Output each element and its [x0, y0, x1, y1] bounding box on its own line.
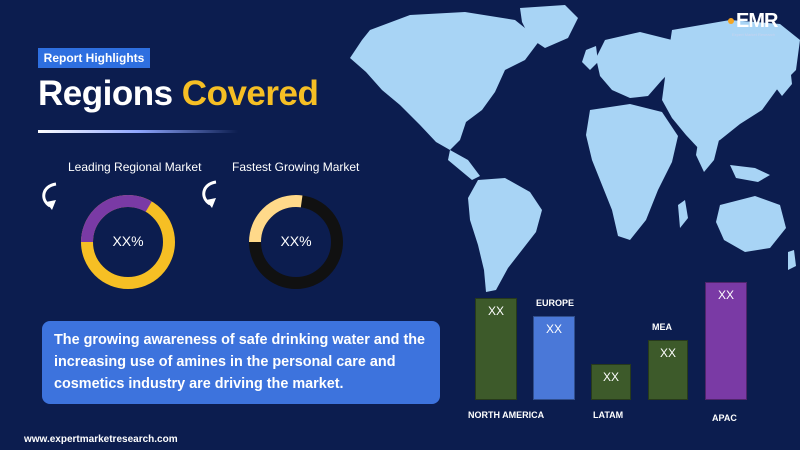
region-label-apac: APAC — [712, 413, 737, 423]
bar-europe: XX — [533, 316, 575, 400]
page-title: Regions Covered — [38, 74, 319, 114]
bar-mea: XX — [648, 340, 688, 400]
world-map — [350, 5, 800, 292]
leading-market-donut — [81, 195, 175, 289]
leading-market-label: Leading Regional Market — [68, 160, 202, 174]
report-highlights-badge: Report Highlights — [38, 48, 150, 68]
region-label-latam: LATAM — [593, 410, 624, 420]
emr-logo: EMR Expert Market Research — [726, 8, 790, 38]
bar-apac: XX — [705, 282, 747, 400]
market-driver-callout: The growing awareness of safe drinking w… — [42, 321, 440, 404]
curved-arrow-icon — [202, 180, 217, 208]
bar-value: XX — [487, 304, 504, 318]
bar-value: XX — [717, 288, 734, 302]
bar-latam: XX — [591, 364, 631, 400]
logo-text: EMR — [736, 10, 778, 32]
leading-market-value: XX% — [112, 233, 144, 249]
bar-value: XX — [545, 322, 562, 336]
bar-north-america: XX — [475, 298, 517, 400]
region-label-north-america: NORTH AMERICA — [468, 410, 545, 420]
bar-value: XX — [602, 370, 619, 384]
fastest-market-donut — [249, 195, 343, 289]
title-underline — [38, 130, 238, 133]
fastest-market-value: XX% — [280, 233, 312, 249]
fastest-market-label: Fastest Growing Market — [232, 160, 360, 174]
logo-tagline: Expert Market Research — [732, 32, 776, 37]
curved-arrow-icon — [42, 182, 57, 210]
region-label-mea: MEA — [652, 322, 672, 332]
website-url: www.expertmarketresearch.com — [24, 434, 178, 445]
bar-value: XX — [659, 346, 676, 360]
title-part2: Covered — [181, 74, 319, 113]
region-label-europe: EUROPE — [536, 298, 575, 308]
logo-dot — [728, 18, 734, 24]
title-part1: Regions — [38, 74, 182, 113]
